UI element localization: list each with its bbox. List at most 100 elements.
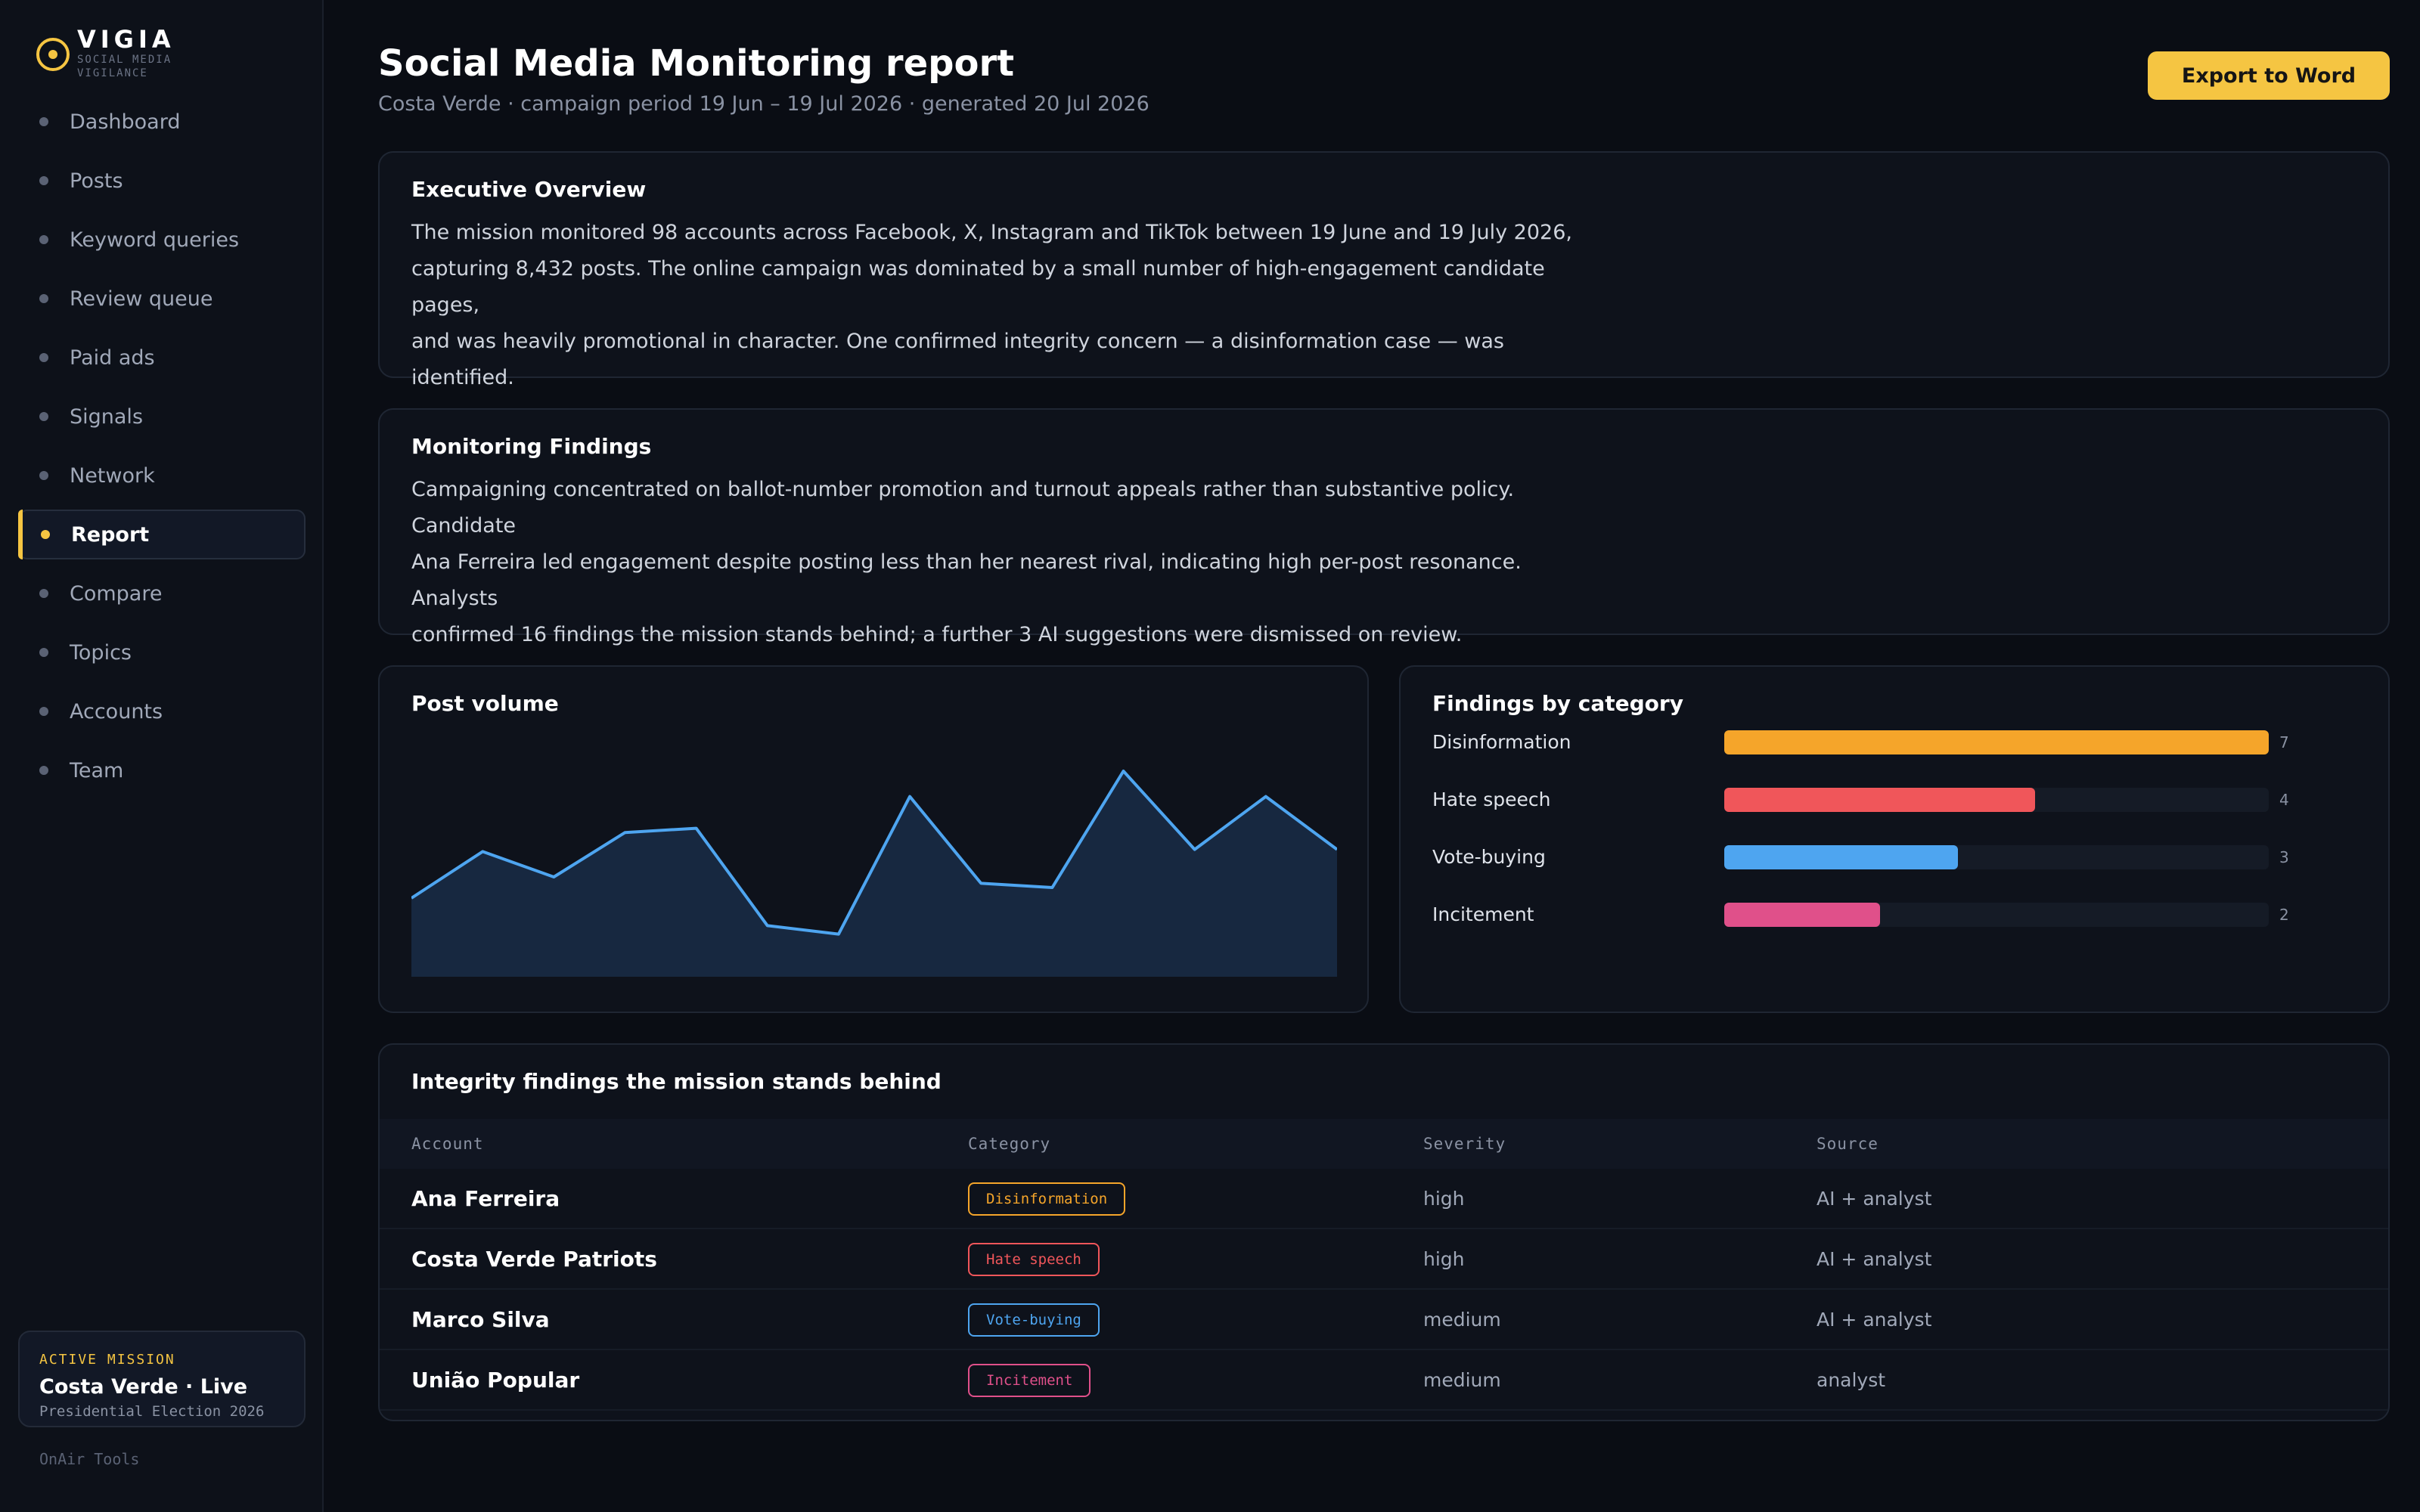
sidebar-item-label: Posts xyxy=(70,169,123,193)
chart-title: Post volume xyxy=(411,691,559,716)
category-label: Vote-buying xyxy=(1432,846,1546,868)
bullet-icon xyxy=(39,766,48,775)
bullet-icon xyxy=(39,707,48,716)
category-bar xyxy=(1724,788,2036,812)
category-chip: Hate speech xyxy=(968,1243,1100,1276)
column-header-account[interactable]: Account xyxy=(411,1135,484,1153)
category-bar-track xyxy=(1724,730,2269,754)
export-to-word-button[interactable]: Export to Word xyxy=(2148,51,2390,100)
severity-value: medium xyxy=(1423,1309,1501,1331)
sidebar-item-label: Team xyxy=(70,758,124,782)
sidebar-item-report[interactable]: Report xyxy=(18,510,306,559)
brand-logo[interactable]: VIGIA SOCIAL MEDIA VIGILANCE xyxy=(36,26,228,80)
sidebar-item-label: Keyword queries xyxy=(70,228,240,252)
sidebar-item-posts[interactable]: Posts xyxy=(18,156,306,206)
sidebar-item-topics[interactable]: Topics xyxy=(18,627,306,677)
column-header-category[interactable]: Category xyxy=(968,1135,1051,1153)
page-title: Social Media Monitoring report xyxy=(378,42,1015,85)
table-row[interactable]: Costa Verde Patriots Hate speech high AI + … xyxy=(380,1229,2388,1290)
bullet-icon xyxy=(39,117,48,126)
sidebar-item-network[interactable]: Network xyxy=(18,451,306,500)
column-header-source[interactable]: Source xyxy=(1817,1135,1879,1153)
category-bar-track xyxy=(1724,788,2269,812)
account-name[interactable]: Ana Ferreira xyxy=(411,1186,560,1211)
severity-value: high xyxy=(1423,1188,1465,1210)
findings-line: confirmed 16 findings the mission stands… xyxy=(411,623,1463,646)
bullet-icon xyxy=(39,589,48,598)
sidebar-item-label: Topics xyxy=(70,640,132,665)
chart-title: Findings by category xyxy=(1432,691,1683,716)
category-label: Incitement xyxy=(1432,903,1534,925)
sidebar-item-label: Accounts xyxy=(70,699,163,723)
eye-logo-icon xyxy=(36,38,70,71)
sidebar-item-label: Report xyxy=(71,522,150,547)
source-value: AI + analyst xyxy=(1817,1309,1932,1331)
category-count: 7 xyxy=(2279,733,2289,751)
category-label: Disinformation xyxy=(1432,731,1571,753)
sidebar-item-label: Dashboard xyxy=(70,110,181,134)
sidebar-item-team[interactable]: Team xyxy=(18,745,306,795)
sidebar-item-review-queue[interactable]: Review queue xyxy=(18,274,306,324)
sidebar-item-dashboard[interactable]: Dashboard xyxy=(18,97,306,147)
category-bar-track xyxy=(1724,845,2269,869)
table-header: Account Category Severity Source xyxy=(380,1119,2388,1169)
panel-title: Executive Overview xyxy=(411,177,647,202)
page-subtitle: Costa Verde · campaign period 19 Jun – 1… xyxy=(378,92,1150,116)
overview-line: The mission monitored 98 accounts across… xyxy=(411,221,1572,244)
findings-line: Campaigning concentrated on ballot-numbe… xyxy=(411,478,1515,538)
account-name[interactable]: Costa Verde Patriots xyxy=(411,1247,657,1272)
category-bar-row: Hate speech 4 xyxy=(1432,785,2370,815)
bullet-icon xyxy=(39,471,48,480)
executive-overview-panel: Executive Overview The mission monitored… xyxy=(378,151,2390,389)
category-bar xyxy=(1724,730,2269,754)
integrity-findings-panel: Integrity findings the mission stands be… xyxy=(378,1043,2390,1421)
overview-line: and was heavily promotional in character… xyxy=(411,330,1504,389)
sidebar-item-accounts[interactable]: Accounts xyxy=(18,686,306,736)
sidebar-item-signals[interactable]: Signals xyxy=(18,392,306,442)
table-row[interactable]: Marco Silva Vote-buying medium AI + analyst xyxy=(380,1290,2388,1350)
sidebar-item-label: Network xyxy=(70,463,155,488)
category-label: Hate speech xyxy=(1432,789,1551,810)
sidebar-item-keyword-queries[interactable]: Keyword queries xyxy=(18,215,306,265)
bullet-icon xyxy=(39,235,48,244)
brand-tagline: SOCIAL MEDIA VIGILANCE xyxy=(77,54,172,79)
sidebar-item-label: Paid ads xyxy=(70,345,155,370)
mission-name: Costa Verde · Live xyxy=(39,1375,248,1399)
bullet-icon xyxy=(39,294,48,303)
overview-line: capturing 8,432 posts. The online campai… xyxy=(411,257,1545,317)
category-chip: Incitement xyxy=(968,1364,1091,1397)
account-name[interactable]: União Popular xyxy=(411,1368,580,1393)
bullet-icon xyxy=(39,176,48,185)
monitoring-findings-panel: Monitoring Findings Campaigning concentr… xyxy=(378,408,2390,646)
sidebar-item-label: Signals xyxy=(70,404,144,429)
category-bar xyxy=(1724,903,1880,927)
sidebar-nav: Dashboard Posts Keyword queries Review queu… xyxy=(18,97,306,804)
sidebar: VIGIA SOCIAL MEDIA VIGILANCE Dashboard Po… xyxy=(0,0,324,1512)
category-count: 2 xyxy=(2279,906,2289,924)
findings-by-category-panel: Findings by category Disinformation 7 Hate… xyxy=(1399,665,2390,1013)
source-value: AI + analyst xyxy=(1817,1188,1932,1210)
bullet-icon xyxy=(41,530,50,539)
column-header-severity[interactable]: Severity xyxy=(1423,1135,1506,1153)
source-value: AI + analyst xyxy=(1817,1248,1932,1270)
category-count: 3 xyxy=(2279,848,2289,866)
post-volume-line xyxy=(411,770,1337,936)
findings-line: Ana Ferreira led engagement despite post… xyxy=(411,550,1522,610)
table-row[interactable]: Ana Ferreira Disinformation high AI + analy… xyxy=(380,1169,2388,1229)
bullet-icon xyxy=(39,353,48,362)
sidebar-item-paid-ads[interactable]: Paid ads xyxy=(18,333,306,383)
account-name[interactable]: Marco Silva xyxy=(411,1307,550,1332)
sidebar-item-label: Compare xyxy=(70,581,163,606)
category-count: 4 xyxy=(2279,791,2289,809)
findings-text: Campaigning concentrated on ballot-numbe… xyxy=(411,472,1591,653)
category-chip: Disinformation xyxy=(968,1182,1126,1216)
bullet-icon xyxy=(39,412,48,421)
post-volume-panel: Post volume xyxy=(378,665,1369,1013)
footer-brand: OnAir Tools xyxy=(39,1450,140,1468)
table-row[interactable]: União Popular Incitement medium analyst xyxy=(380,1350,2388,1411)
sidebar-item-compare[interactable]: Compare xyxy=(18,569,306,618)
category-bar-row: Disinformation 7 xyxy=(1432,727,2370,758)
mission-subtitle: Presidential Election 2026 xyxy=(39,1403,265,1420)
active-mission-card[interactable]: ACTIVE MISSION Costa Verde · Live Presid… xyxy=(18,1331,306,1427)
brand-name: VIGIA xyxy=(77,25,175,54)
